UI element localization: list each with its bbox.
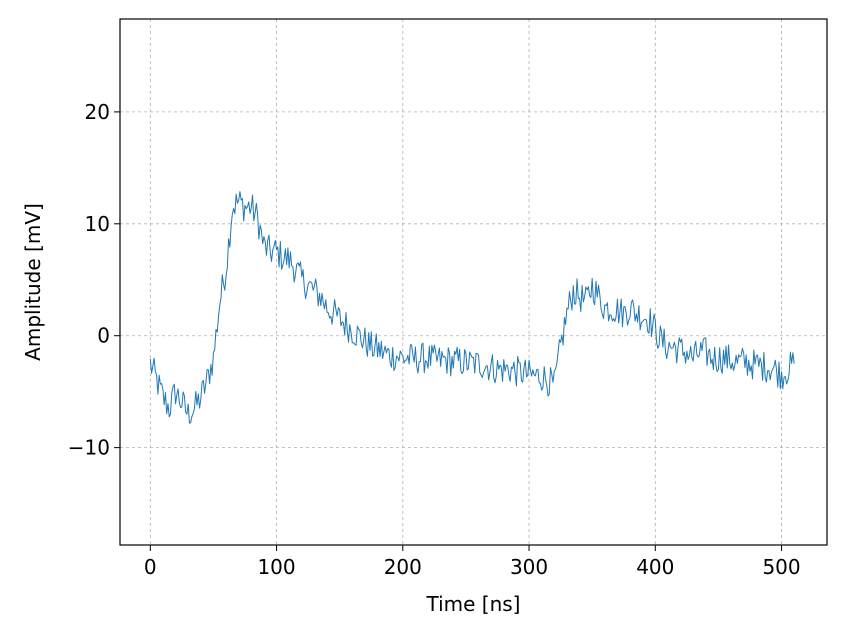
ticks: 0 100 200 300 400 500 −10 0 10 20 <box>68 100 801 579</box>
y-tick-label: 20 <box>85 100 110 124</box>
x-tick-label: 500 <box>762 555 800 579</box>
series-line <box>149 191 795 424</box>
x-tick-label: 300 <box>510 555 548 579</box>
series-layer <box>149 191 795 424</box>
x-axis-label: Time [ns] <box>425 592 520 616</box>
y-tick-label: 0 <box>97 324 110 348</box>
y-tick-label: −10 <box>68 436 110 460</box>
x-tick-label: 400 <box>636 555 674 579</box>
x-tick-label: 200 <box>384 555 422 579</box>
grid <box>120 19 827 545</box>
y-axis-label: Amplitude [mV] <box>21 203 45 361</box>
y-tick-label: 10 <box>85 212 110 236</box>
plot-frame <box>119 18 828 546</box>
x-tick-label: 100 <box>257 555 295 579</box>
x-tick-label: 0 <box>144 555 157 579</box>
